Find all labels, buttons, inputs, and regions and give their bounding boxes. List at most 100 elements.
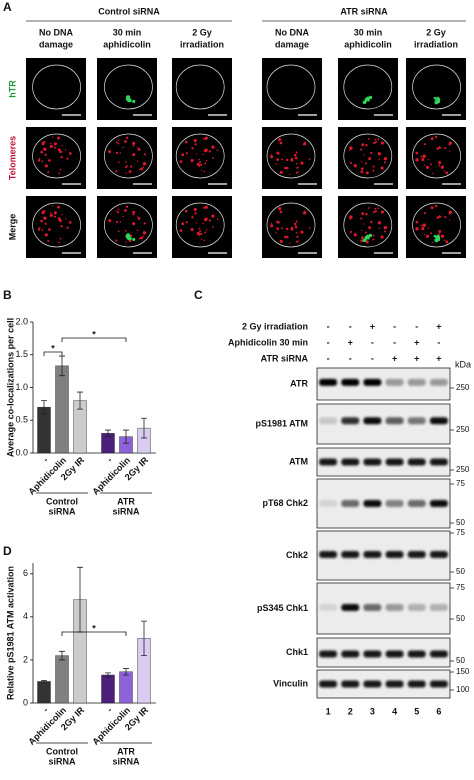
group-label: siRNA <box>112 506 140 516</box>
telomere-spot <box>205 217 208 221</box>
telomere-spot <box>48 228 51 231</box>
telomere-spot <box>193 139 197 143</box>
band <box>429 680 448 688</box>
nucleus-outline <box>343 133 393 179</box>
htr-spot <box>368 233 373 238</box>
telomere-spot <box>448 219 451 221</box>
band <box>407 603 426 611</box>
lane-number: 6 <box>436 706 441 716</box>
nucleus-outline <box>266 64 316 110</box>
micrograph <box>97 127 157 189</box>
telomere-spot <box>430 232 432 235</box>
band <box>429 458 448 466</box>
micrograph <box>338 58 398 120</box>
telomere-spot <box>115 141 118 144</box>
band <box>407 680 426 688</box>
nucleus-outline <box>104 202 153 248</box>
telomere-spot <box>364 231 367 234</box>
telomere-spot <box>61 144 63 147</box>
band <box>319 551 338 559</box>
treatment-sign: - <box>349 321 352 331</box>
column-header: damage <box>275 39 309 49</box>
treatment-sign: + <box>414 353 419 363</box>
telomere-spot <box>432 172 434 175</box>
error-bar <box>105 429 111 438</box>
telomere-spot <box>370 151 373 155</box>
treatment-sign: + <box>392 353 397 363</box>
treatment-sign: - <box>393 321 396 331</box>
telomere-spot <box>370 220 373 224</box>
telomere-spot <box>303 211 307 215</box>
treatment-sign: + <box>370 321 375 331</box>
telomere-spot <box>181 153 185 157</box>
telomere-spot <box>300 161 304 165</box>
telomere-spot <box>37 159 41 162</box>
significance-bracket <box>43 351 63 356</box>
telomere-spot <box>124 160 127 163</box>
htr-spot <box>364 99 368 103</box>
telomere-spot <box>61 225 63 228</box>
nucleus-outline <box>412 202 461 248</box>
blot-label: pS345 Chk1 <box>257 603 308 613</box>
htr-spot <box>433 234 437 238</box>
telomere-spot <box>212 157 214 159</box>
telomere-spot <box>438 233 440 236</box>
telomere-spot <box>448 150 451 152</box>
significance-mark: * <box>92 623 96 633</box>
telomere-spot <box>444 147 447 150</box>
x-tick-label: - <box>41 705 50 714</box>
column-header: 2 Gy <box>192 27 212 37</box>
error-bar <box>141 417 147 439</box>
treatment-sign: - <box>371 337 374 347</box>
row-label: hTR <box>7 80 17 98</box>
band <box>341 500 360 507</box>
treatment-sign: - <box>327 321 330 331</box>
telomere-spot <box>293 222 297 226</box>
telomere-spot <box>372 238 375 241</box>
marker-label: 150 <box>456 667 470 676</box>
telomere-spot <box>204 136 208 140</box>
telomere-spot <box>448 143 451 146</box>
telomere-spot <box>281 227 283 230</box>
telomere-spot <box>445 240 449 244</box>
telomere-spot <box>420 155 423 158</box>
y-tick-label: 0.5 <box>15 415 28 425</box>
telomere-spot <box>373 141 376 145</box>
y-tick-label: 4 <box>23 611 28 621</box>
error-bar <box>41 679 47 683</box>
telomere-spot <box>50 142 52 145</box>
htr-spot <box>436 96 440 99</box>
error-bar <box>141 620 147 657</box>
telomere-spot <box>198 227 200 230</box>
telomere-spot <box>438 230 442 234</box>
telomere-spot <box>383 157 388 161</box>
telomere-spot <box>211 145 215 149</box>
telomere-spot <box>295 151 298 154</box>
band <box>407 551 426 559</box>
x-tick-label: - <box>105 455 114 464</box>
column-header: 2 Gy <box>426 27 446 37</box>
micrograph <box>338 127 398 189</box>
treatment-label: Aphidicolin 30 min <box>228 337 308 347</box>
telomere-spot <box>137 216 141 220</box>
blot-label: ATR <box>290 378 308 388</box>
telomere-spot <box>278 138 282 142</box>
band <box>407 650 426 658</box>
telomere-spot <box>195 153 198 155</box>
telomere-spot <box>136 215 139 217</box>
htr-spot <box>132 237 136 242</box>
telomere-spot <box>278 207 282 211</box>
htr-spot <box>132 99 136 104</box>
y-tick-label: 1.0 <box>15 382 28 392</box>
band <box>363 680 382 688</box>
blot <box>316 669 451 699</box>
telomere-spot <box>205 228 208 231</box>
telomere-spot <box>365 240 369 244</box>
telomere-spot <box>142 166 145 169</box>
telomere-spot <box>420 224 423 227</box>
telomere-spot <box>294 225 298 229</box>
telomere-spot <box>125 172 127 174</box>
telomere-spot <box>432 241 434 244</box>
telomere-spot <box>360 229 363 232</box>
telomere-spot <box>377 207 380 210</box>
